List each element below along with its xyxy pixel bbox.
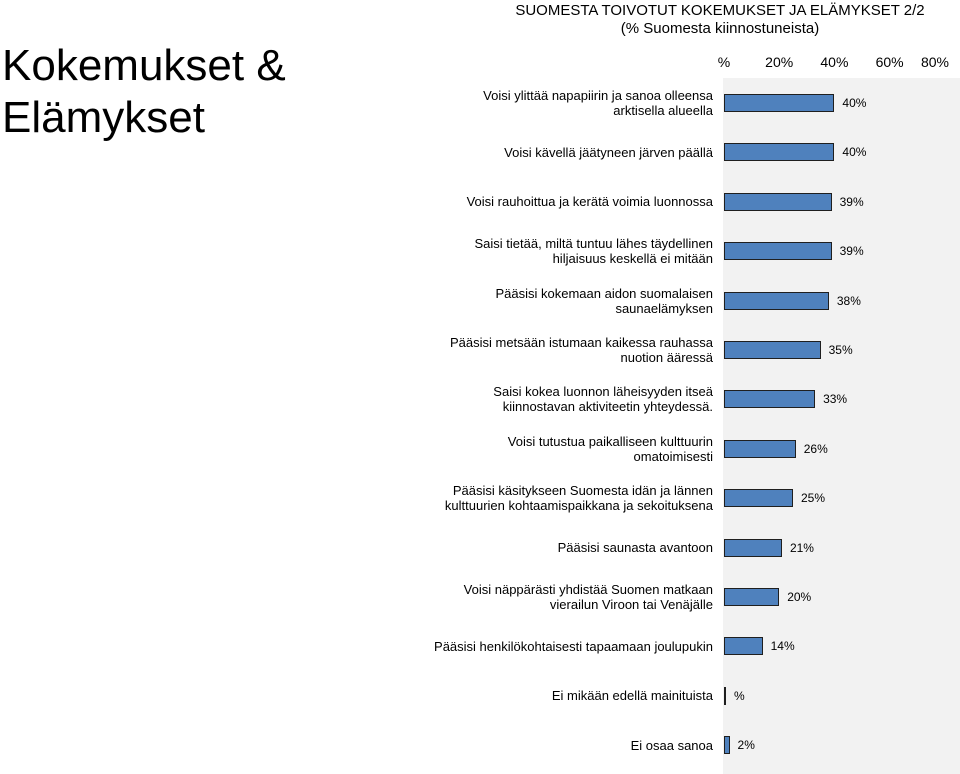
bar xyxy=(724,94,835,112)
bar xyxy=(724,686,726,705)
value-label: 39% xyxy=(839,244,864,259)
category-label: Pääsisi saunasta avantoon xyxy=(557,540,713,556)
x-tick-label: 80% xyxy=(920,54,950,70)
category-label: Saisi tietää, miltä tuntuu lähes täydell… xyxy=(474,236,713,267)
value-label: 40% xyxy=(842,145,867,160)
bar xyxy=(724,736,730,755)
value-label: 2% xyxy=(737,738,755,753)
category-label: Ei osaa sanoa xyxy=(630,737,713,753)
page-title: Kokemukset & Elämykset xyxy=(2,41,286,142)
value-label: 39% xyxy=(839,194,864,209)
bar xyxy=(724,291,829,310)
x-tick-label: 20% xyxy=(765,54,794,70)
category-label: Pääsisi metsään istumaan kaikessa rauhas… xyxy=(449,335,713,365)
chart-subtitle: (% Suomesta kiinnostuneista) xyxy=(620,20,820,37)
value-label: % xyxy=(734,688,745,703)
bar xyxy=(724,637,763,656)
bar xyxy=(724,192,832,211)
category-label: Voisi ylittää napapiirin ja sanoa olleen… xyxy=(483,88,713,118)
value-label: 35% xyxy=(828,343,853,357)
value-label: 20% xyxy=(787,590,812,604)
value-label: 38% xyxy=(836,293,861,308)
category-label: Voisi näppärästi yhdistää Suomen matkaan… xyxy=(463,582,713,612)
category-label: Voisi rauhoittua ja kerätä voimia luonno… xyxy=(466,194,713,210)
x-tick-label: 40% xyxy=(820,54,849,70)
category-label: Voisi tutustua paikalliseen kulttuurin o… xyxy=(507,433,713,464)
value-label: 21% xyxy=(789,540,814,555)
chart-title-block: SUOMESTA TOIVOTUT KOKEMUKSET JA ELÄMYKSE… xyxy=(480,2,960,38)
x-tick-label: 60% xyxy=(875,54,904,70)
category-label: Pääsisi kokemaan aidon suomalaisen sauna… xyxy=(495,285,713,316)
chart-title: SUOMESTA TOIVOTUT KOKEMUKSET JA ELÄMYKSE… xyxy=(515,2,925,19)
bar xyxy=(724,242,832,261)
value-label: 26% xyxy=(803,441,828,456)
plot-area xyxy=(723,78,960,774)
category-label: Ei mikään edellä mainituista xyxy=(551,688,713,704)
bar xyxy=(724,341,821,359)
value-label: 33% xyxy=(823,392,848,407)
category-label: Pääsisi henkilökohtaisesti tapaamaan jou… xyxy=(434,638,713,654)
bar xyxy=(724,588,780,606)
x-tick-label: % xyxy=(717,54,731,70)
category-label: Pääsisi käsitykseen Suomesta idän ja län… xyxy=(444,483,713,514)
value-label: 25% xyxy=(801,491,826,506)
value-label: 40% xyxy=(842,96,867,110)
category-label: Saisi kokea luonnon läheisyyden itseä ki… xyxy=(493,384,713,415)
category-label: Voisi kävellä jäätyneen järven päällä xyxy=(504,144,713,160)
bar xyxy=(724,390,816,409)
bar xyxy=(724,143,835,162)
bar xyxy=(724,489,793,508)
value-label: 14% xyxy=(770,639,795,654)
bar xyxy=(724,439,796,458)
bar xyxy=(724,538,782,557)
